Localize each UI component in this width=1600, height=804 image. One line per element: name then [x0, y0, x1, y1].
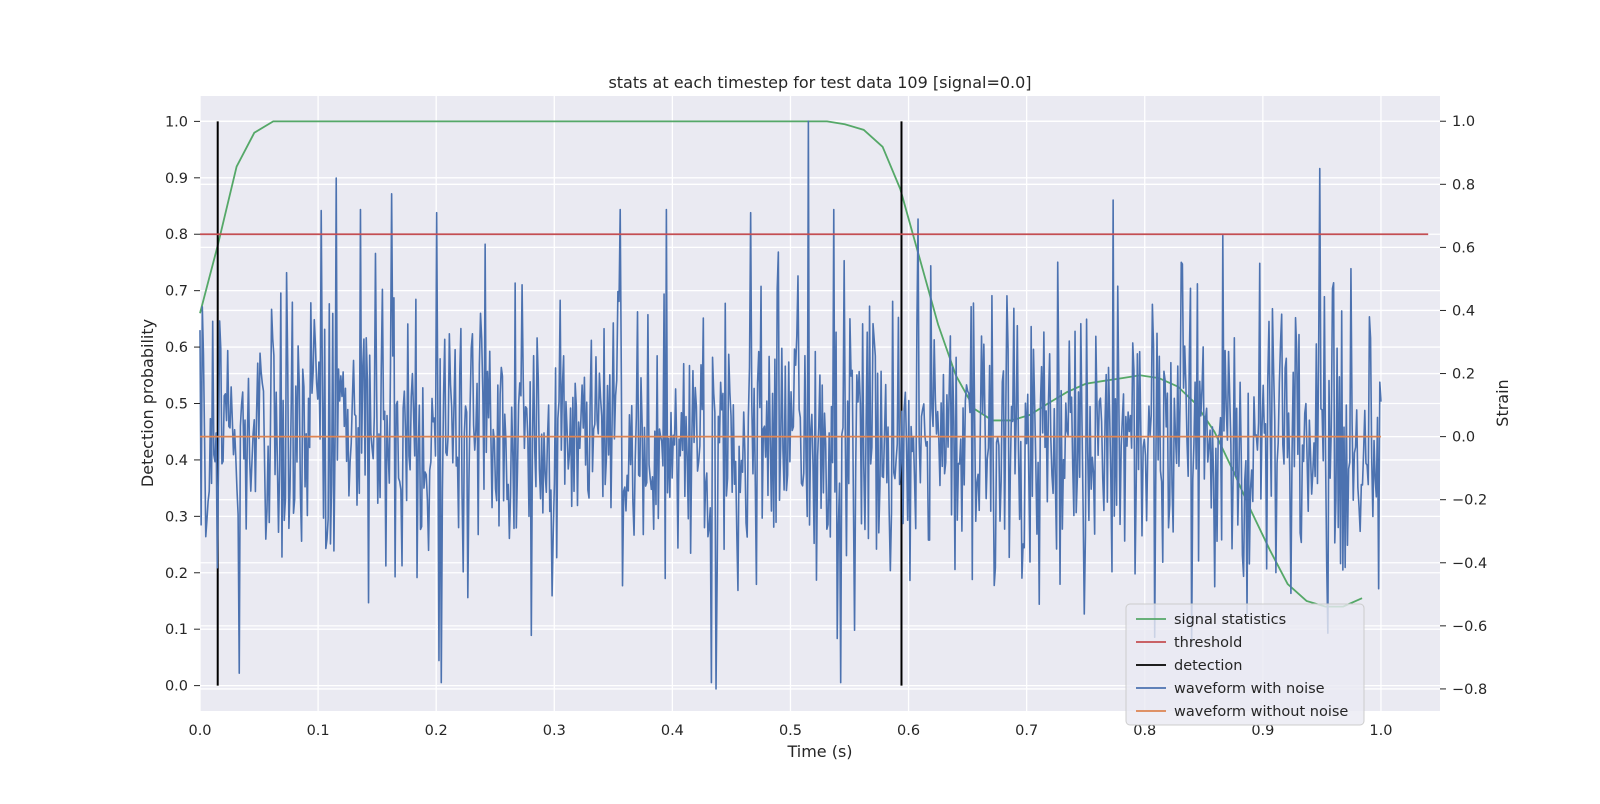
x-tick-label: 0.2: [425, 723, 448, 739]
series-layer: [199, 120, 1429, 690]
legend: signal statistics threshold detection wavef…: [1125, 603, 1365, 726]
x-tick-label: 0.0: [188, 723, 211, 739]
y-tick-label-left: 0.4: [165, 453, 188, 469]
y-tick-label-left: 0.0: [165, 679, 188, 695]
y-tick-label-right: 0.6: [1452, 240, 1475, 256]
y-tick-label-left: 0.1: [165, 622, 188, 638]
y-tick-label-right: −0.8: [1452, 682, 1487, 698]
y-axis-label-right: Strain: [1493, 379, 1512, 426]
y-tick-label-left: 0.5: [165, 397, 188, 413]
y-tick-label-right: 0.2: [1452, 367, 1475, 383]
y-tick-label-right: 1.0: [1452, 114, 1475, 130]
legend-label: waveform with noise: [1174, 681, 1325, 697]
chart-title: stats at each timestep for test data 109…: [608, 73, 1031, 92]
y-tick-label-right: −0.2: [1452, 493, 1487, 509]
y-tick-label-left: 0.7: [165, 284, 188, 300]
y-tick-label-right: −0.4: [1452, 556, 1487, 572]
x-tick-label: 0.6: [897, 723, 920, 739]
y-tick-label-left: 0.3: [165, 509, 188, 525]
x-axis-label: Time (s): [786, 742, 852, 761]
y-tick-label-right: 0.4: [1452, 303, 1475, 319]
y-tick-label-left: 0.9: [165, 171, 188, 187]
legend-label: signal statistics: [1174, 612, 1286, 628]
y-tick-label-right: 0.8: [1452, 177, 1475, 193]
y-axis-label-left: Detection probability: [138, 319, 157, 487]
y-tick-label-left: 1.0: [165, 114, 188, 130]
legend-box: [1125, 603, 1365, 726]
y-tick-label-left: 0.2: [165, 566, 188, 582]
waveform-with-noise-line: [199, 120, 1382, 690]
legend-label: threshold: [1174, 635, 1242, 651]
x-tick-label: 0.1: [307, 723, 330, 739]
x-tick-label: 0.5: [779, 723, 802, 739]
tick-layer: 0.0 0.1 0.2 0.3 0.4 0.5 0.6 0.7 0.8 0.9 1.0 0.0 0.1 0…: [165, 114, 1487, 739]
x-tick-label: 0.8: [1133, 723, 1156, 739]
x-tick-label: 0.7: [1015, 723, 1038, 739]
x-tick-label: 0.4: [661, 723, 684, 739]
legend-label: waveform without noise: [1174, 704, 1348, 720]
x-tick-label: 1.0: [1369, 723, 1392, 739]
y-tick-label-left: 0.6: [165, 340, 188, 356]
legend-label: detection: [1174, 658, 1242, 674]
y-tick-label-left: 0.8: [165, 227, 188, 243]
y-tick-label-right: −0.6: [1452, 619, 1487, 635]
y-tick-label-right: 0.0: [1452, 430, 1475, 446]
x-tick-label: 0.3: [543, 723, 566, 739]
x-tick-label: 0.9: [1251, 723, 1274, 739]
